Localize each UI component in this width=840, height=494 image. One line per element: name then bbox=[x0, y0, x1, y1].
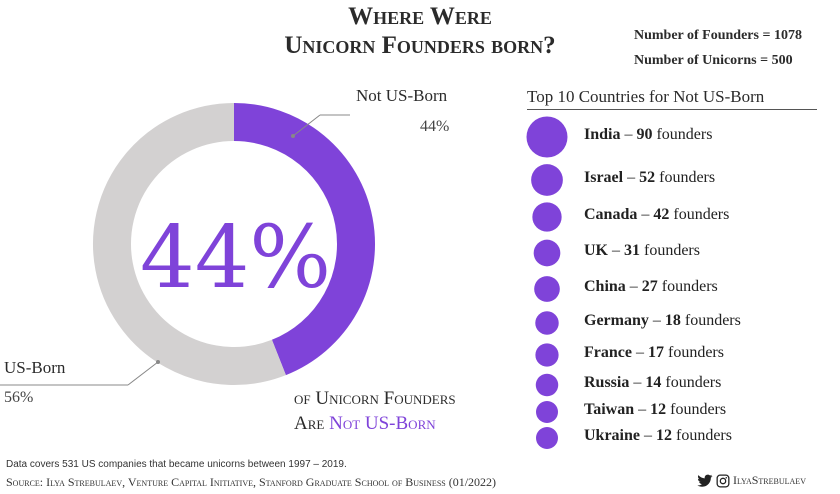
twitter-icon bbox=[697, 474, 713, 487]
country-value: 31 bbox=[624, 242, 640, 259]
country-row-taiwan: Taiwan – 12 founders bbox=[584, 401, 726, 419]
country-row-canada: Canada – 42 founders bbox=[584, 206, 729, 224]
bubble-germany bbox=[535, 311, 559, 335]
country-dash: – bbox=[637, 206, 654, 223]
country-name: Canada bbox=[584, 206, 638, 223]
country-value: 17 bbox=[647, 344, 664, 361]
country-value: 90 bbox=[636, 126, 653, 143]
country-row-india: India – 90 founders bbox=[584, 126, 712, 144]
country-row-russia: Russia – 14 founders bbox=[584, 374, 721, 392]
country-unit: founders bbox=[680, 312, 741, 329]
country-name: Taiwan bbox=[584, 401, 635, 418]
country-dash: – bbox=[625, 278, 642, 295]
country-row-france: France – 17 founders bbox=[584, 344, 724, 362]
country-value: 18 bbox=[664, 312, 681, 329]
country-unit: founders bbox=[657, 278, 718, 295]
country-unit: founders bbox=[661, 374, 722, 391]
bubble-taiwan bbox=[536, 401, 558, 423]
country-unit: founders bbox=[652, 126, 713, 143]
bubble-india bbox=[526, 116, 568, 158]
donut-slice-not-us-born bbox=[233, 103, 375, 376]
country-dash: – bbox=[648, 312, 665, 329]
country-unit: founders bbox=[666, 401, 727, 418]
chart-title-line2: Unicorn Founders born? bbox=[284, 32, 556, 59]
country-dash: – bbox=[623, 169, 640, 186]
caption-line2: Are Not US-Born bbox=[294, 413, 436, 435]
handle-text: IlyaStrebulaev bbox=[733, 473, 806, 487]
country-dash: – bbox=[631, 344, 648, 361]
bubble-israel bbox=[531, 164, 563, 196]
country-unit: founders bbox=[640, 242, 700, 259]
country-name: UK bbox=[584, 242, 608, 259]
instagram-icon bbox=[716, 474, 730, 488]
country-unit: founders bbox=[669, 206, 730, 223]
country-name: Russia bbox=[584, 374, 630, 391]
country-name: France bbox=[584, 344, 632, 361]
country-dash: – bbox=[634, 401, 651, 418]
bubble-ukraine bbox=[536, 427, 558, 449]
country-name: India bbox=[584, 126, 621, 143]
slice-pct-not-us-born: 44% bbox=[420, 118, 450, 135]
country-name: Germany bbox=[584, 312, 649, 329]
bubble-canada bbox=[532, 202, 562, 232]
chart-title-line1: Where Were bbox=[348, 3, 492, 30]
bubble-france bbox=[535, 343, 559, 367]
country-row-germany: Germany – 18 founders bbox=[584, 312, 741, 330]
caption-line1: of Unicorn Founders bbox=[294, 388, 456, 409]
caption-prefix: Are bbox=[294, 413, 330, 434]
unicorns-count: Number of Unicorns = 500 bbox=[634, 53, 793, 68]
country-dash: – bbox=[620, 126, 637, 143]
country-dash: – bbox=[629, 374, 646, 391]
source-line: Source: Ilya Strebulaev, Venture Capital… bbox=[6, 475, 497, 489]
country-value: 52 bbox=[639, 169, 656, 186]
country-name: China bbox=[584, 278, 626, 295]
slice-label-us-born: US-Born bbox=[4, 358, 66, 377]
country-unit: founders bbox=[663, 344, 724, 361]
country-value: 12 bbox=[656, 427, 672, 444]
bubble-russia bbox=[535, 373, 559, 397]
country-row-ukraine: Ukraine – 12 founders bbox=[584, 427, 732, 445]
country-row-israel: Israel – 52 founders bbox=[584, 169, 715, 187]
footnote: Data covers 531 US companies that became… bbox=[6, 459, 347, 470]
country-row-china: China – 27 founders bbox=[584, 278, 718, 296]
country-unit: founders bbox=[672, 427, 732, 444]
bubble-uk bbox=[533, 239, 561, 267]
caption-highlight: Not US-Born bbox=[329, 413, 436, 434]
country-value: 12 bbox=[650, 401, 667, 418]
country-value: 14 bbox=[645, 374, 662, 391]
slice-label-not-us-born: Not US-Born bbox=[356, 86, 448, 105]
donut-center-label: 44% bbox=[140, 208, 332, 308]
bubble-china bbox=[534, 276, 560, 302]
country-value: 42 bbox=[653, 206, 670, 223]
country-name: Israel bbox=[584, 169, 624, 186]
country-name: Ukraine bbox=[584, 427, 640, 444]
donut-slice-us-born bbox=[93, 103, 286, 385]
country-value: 27 bbox=[641, 278, 658, 295]
country-bubbles bbox=[526, 116, 568, 449]
country-row-uk: UK – 31 founders bbox=[584, 242, 700, 260]
top10-title: Top 10 Countries for Not US-Born bbox=[527, 87, 817, 110]
country-unit: founders bbox=[655, 169, 716, 186]
social-handle: IlyaStrebulaev bbox=[697, 473, 806, 488]
slice-pct-us-born: 56% bbox=[4, 389, 34, 406]
founders-count: Number of Founders = 1078 bbox=[634, 28, 802, 43]
country-dash: – bbox=[608, 242, 624, 259]
country-dash: – bbox=[640, 427, 656, 444]
